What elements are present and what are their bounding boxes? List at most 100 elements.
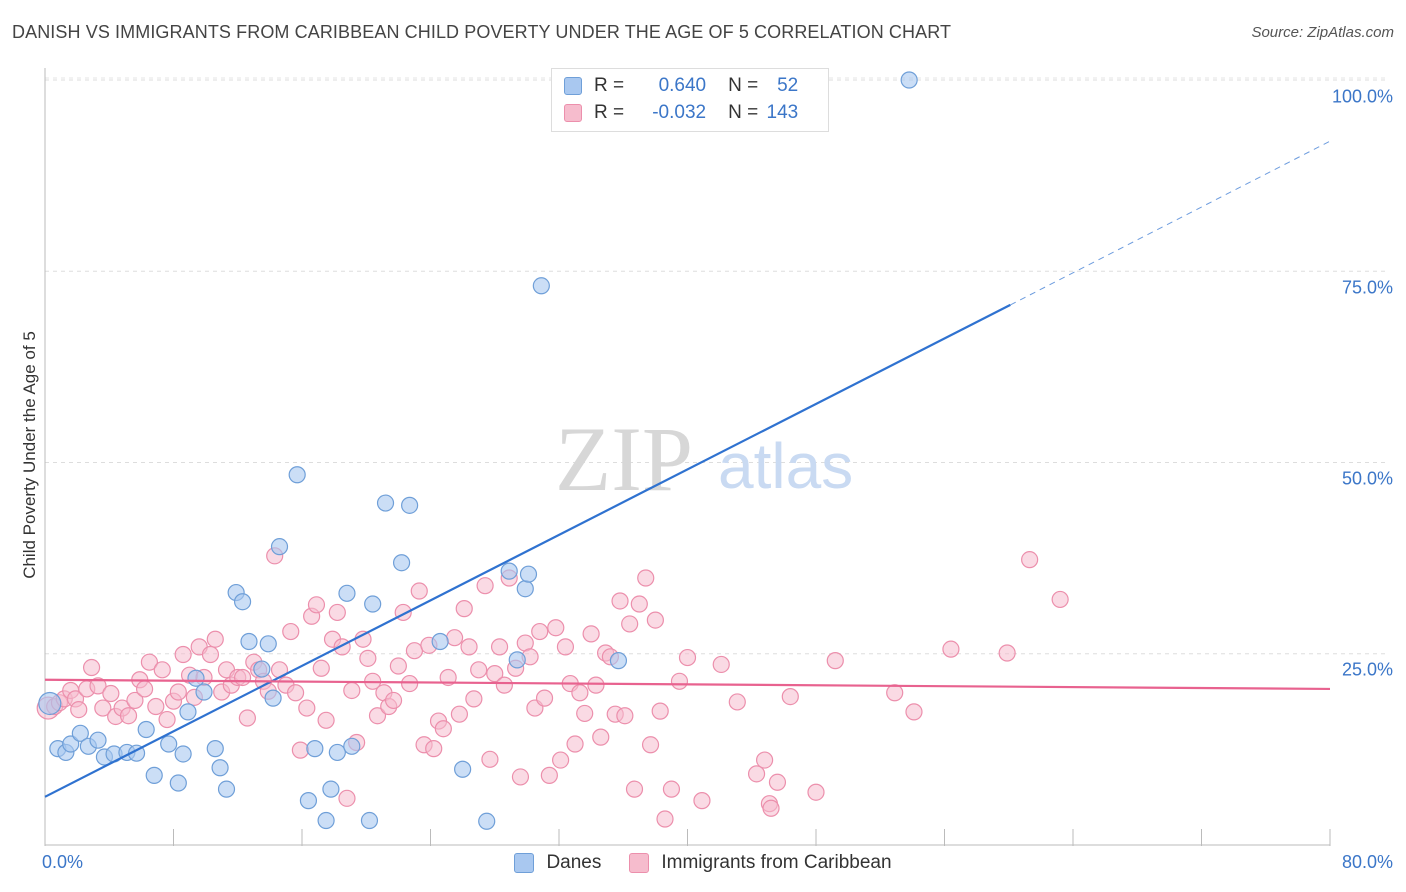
- caribbean-point: [490, 638, 509, 656]
- danes-point: [900, 71, 918, 89]
- caribbean-point: [153, 661, 171, 679]
- caribbean-point: [445, 629, 464, 647]
- legend-item-caribbean[interactable]: Immigrants from Caribbean: [629, 852, 892, 874]
- caribbean-legend-swatch: [629, 853, 650, 873]
- caribbean-point: [119, 707, 138, 725]
- danes-point: [288, 466, 306, 484]
- caribbean-point: [333, 638, 351, 656]
- caribbean-n-value: 143: [766, 102, 799, 123]
- danes-point: [519, 565, 538, 583]
- danes-point: [211, 759, 229, 777]
- caribbean-r-label: R =: [594, 102, 625, 123]
- danes-point: [328, 743, 346, 762]
- danes-swatch: [564, 77, 582, 95]
- danes-point: [270, 538, 289, 556]
- chart-title: DANISH VS IMMIGRANTS FROM CARIBBEAN CHIL…: [12, 22, 952, 42]
- danes-point: [233, 593, 252, 611]
- caribbean-point: [102, 684, 120, 703]
- danes-point: [454, 760, 472, 778]
- caribbean-point: [728, 693, 746, 711]
- caribbean-point: [450, 705, 469, 723]
- caribbean-point: [174, 645, 192, 664]
- danes-point: [322, 780, 340, 798]
- danes-point: [187, 669, 205, 687]
- danes-point: [401, 496, 419, 514]
- caribbean-points: [36, 547, 1069, 828]
- caribbean-point: [389, 657, 407, 675]
- caribbean-point: [535, 689, 554, 707]
- legend-item-danes[interactable]: Danes: [514, 852, 601, 874]
- caribbean-point: [670, 672, 689, 690]
- caribbean-point: [747, 765, 766, 783]
- watermark-zip: ZIP: [555, 408, 693, 510]
- caribbean-point: [307, 596, 326, 614]
- danes-point: [217, 780, 236, 798]
- caribbean-point: [646, 611, 664, 629]
- caribbean-point: [1051, 590, 1069, 609]
- caribbean-point: [886, 684, 904, 702]
- danes-point: [431, 632, 449, 651]
- caribbean-point: [781, 687, 799, 706]
- caribbean-point: [1021, 551, 1039, 569]
- caribbean-point: [343, 681, 361, 700]
- caribbean-point: [291, 741, 309, 759]
- caribbean-point: [312, 659, 330, 677]
- caribbean-swatch: [564, 104, 582, 122]
- danes-point: [500, 562, 518, 580]
- caribbean-point: [359, 649, 377, 667]
- caribbean-point: [998, 644, 1016, 662]
- caribbean-point: [401, 674, 419, 693]
- stats-legend: R = 0.640 N = 52 R = -0.032 N = 143: [551, 68, 829, 132]
- danes-point: [62, 735, 80, 753]
- caribbean-point: [89, 677, 107, 695]
- danes-n-value: 52: [777, 75, 799, 96]
- danes-point: [179, 703, 197, 721]
- caribbean-point: [384, 691, 403, 710]
- source-note: Source: ZipAtlas.com: [1251, 24, 1394, 41]
- watermark-atlas: atlas: [718, 430, 853, 502]
- danes-point: [38, 691, 62, 716]
- danes-point: [145, 766, 163, 784]
- danes-point: [160, 735, 178, 753]
- legend-row-caribbean: R = -0.032 N = 143: [564, 101, 798, 125]
- danes-r-value: 0.640: [658, 75, 707, 96]
- caribbean-point: [238, 709, 256, 727]
- danes-point: [264, 689, 282, 707]
- caribbean-point: [807, 783, 825, 801]
- x-tick-max: 80.0%: [1341, 852, 1393, 872]
- caribbean-point: [158, 710, 176, 729]
- caribbean-point: [637, 569, 655, 587]
- danes-point: [392, 554, 411, 572]
- caribbean-point: [547, 619, 565, 637]
- caribbean-point: [282, 622, 300, 641]
- watermark: ZIP atlas: [555, 408, 853, 510]
- danes-point: [343, 737, 361, 755]
- danes-point: [240, 632, 258, 651]
- caribbean-point: [201, 645, 220, 664]
- caribbean-point: [410, 582, 428, 600]
- gridlines: [45, 77, 1385, 655]
- caribbean-point: [625, 780, 644, 798]
- caribbean-r-value: -0.032: [652, 102, 707, 123]
- caribbean-point: [233, 668, 252, 687]
- caribbean-point: [566, 735, 584, 753]
- caribbean-point: [662, 780, 681, 798]
- caribbean-point: [755, 751, 774, 769]
- danes-point: [169, 774, 187, 792]
- danes-point: [317, 811, 335, 830]
- danes-point: [532, 277, 550, 295]
- danes-point: [360, 811, 379, 830]
- trend-lines: [44, 140, 1331, 798]
- caribbean-point: [571, 684, 589, 702]
- caribbean-point: [611, 592, 629, 610]
- caribbean-point: [942, 640, 960, 658]
- caribbean-point: [439, 668, 457, 687]
- caribbean-point: [531, 622, 549, 641]
- danes-trend-line: [44, 303, 1011, 798]
- danes-legend-swatch: [514, 853, 535, 873]
- caribbean-point: [693, 792, 711, 810]
- caribbean-point: [630, 595, 648, 613]
- caribbean-point: [169, 683, 187, 701]
- danes-point: [364, 595, 382, 613]
